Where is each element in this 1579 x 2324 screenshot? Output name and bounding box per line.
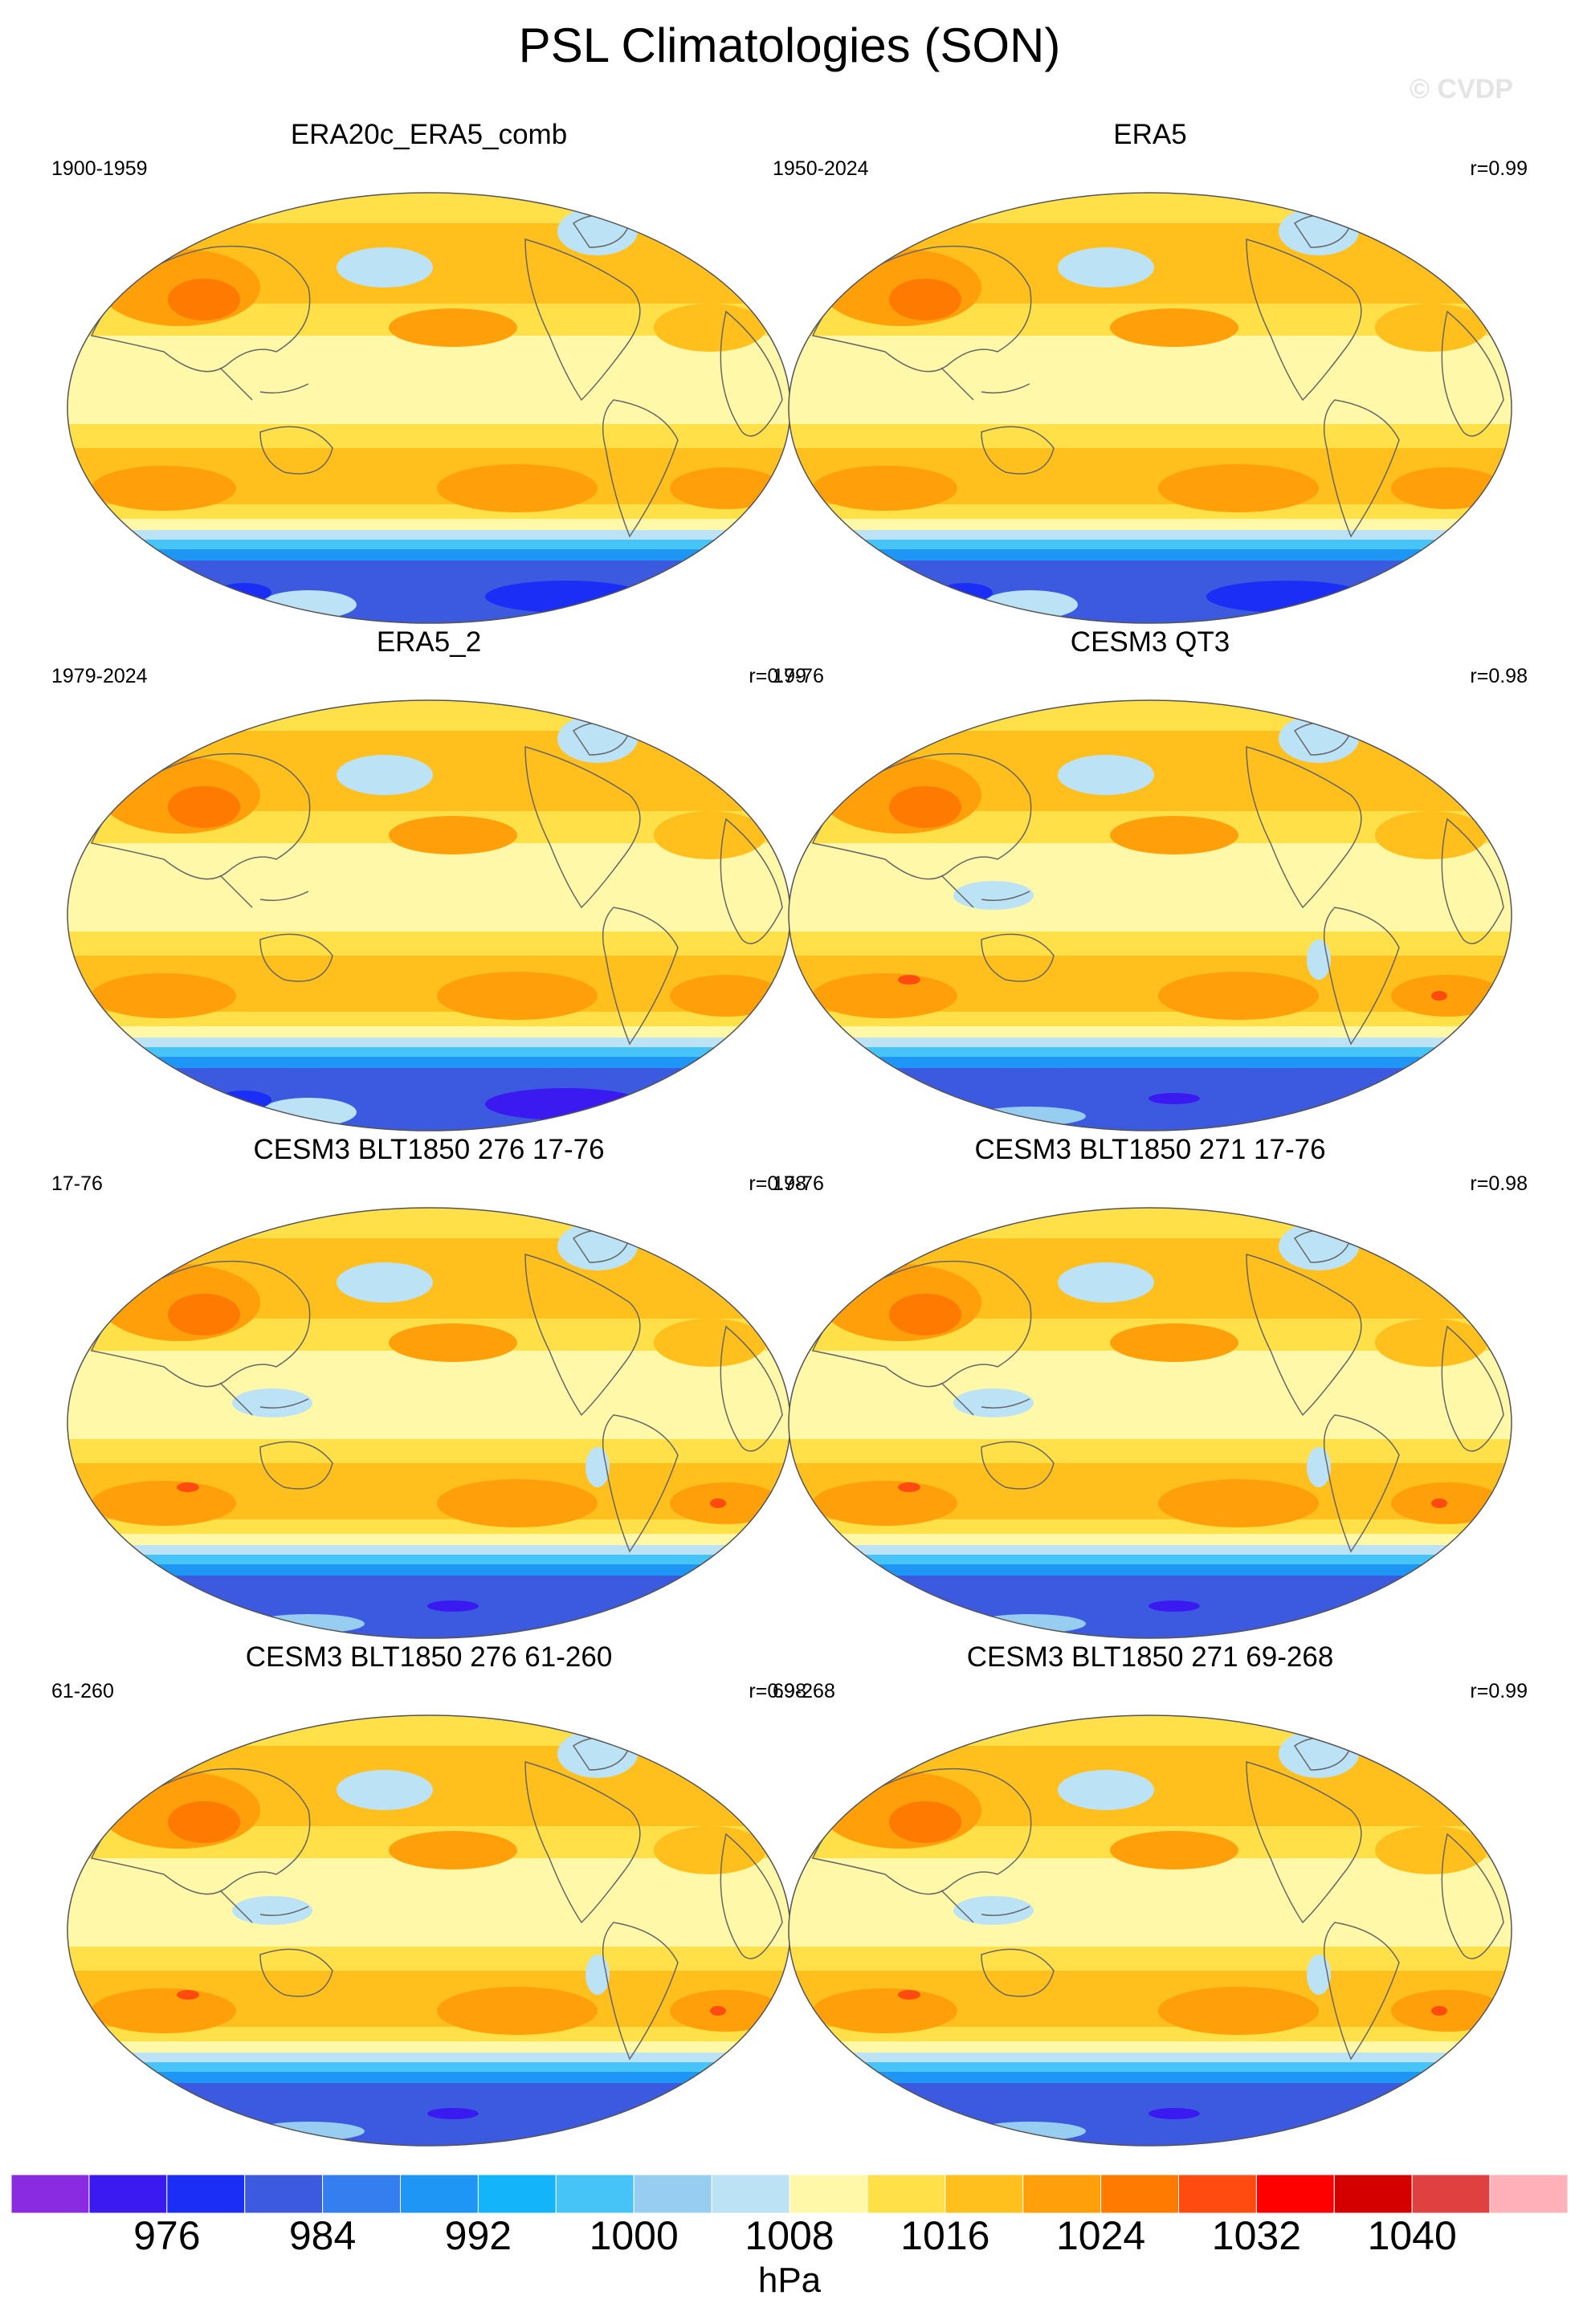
colorbar-segment bbox=[711, 2175, 790, 2213]
panel-title: ERA5 bbox=[1113, 119, 1187, 150]
colorbar-segment bbox=[1411, 2175, 1491, 2213]
panel-period: 17-76 bbox=[773, 665, 824, 687]
psl-map bbox=[67, 699, 791, 1131]
colorbar-segment bbox=[400, 2175, 479, 2213]
map-panel: CESM3 BLT1850 276 17-76 17-76 r=0.98 bbox=[51, 1134, 806, 1639]
colorbar-segment bbox=[633, 2175, 712, 2213]
panel-title: CESM3 BLT1850 271 17-76 bbox=[974, 1134, 1326, 1165]
colorbar-segment bbox=[88, 2175, 168, 2213]
panel-title: ERA20c_ERA5_comb bbox=[290, 119, 568, 150]
figure-title: PSL Climatologies (SON) bbox=[518, 18, 1061, 72]
psl-map bbox=[788, 699, 1512, 1131]
colorbar-tick-label: 1024 bbox=[1055, 2213, 1146, 2258]
map-panel: CESM3 BLT1850 271 17-76 17-76 r=0.98 bbox=[773, 1134, 1528, 1639]
colorbar-segment bbox=[166, 2175, 246, 2213]
colorbar-segment bbox=[244, 2175, 324, 2213]
psl-map bbox=[67, 192, 791, 624]
colorbar-segment bbox=[11, 2175, 90, 2213]
colorbar-tick-label: 1016 bbox=[900, 2213, 990, 2258]
map-panel: CESM3 QT3 17-76 r=0.98 bbox=[773, 626, 1528, 1131]
colorbar-segment bbox=[1489, 2175, 1568, 2213]
colorbar-tick-label: 976 bbox=[133, 2213, 201, 2258]
map-panel: ERA5_2 1979-2024 r=0.99 bbox=[51, 626, 806, 1131]
panel-title: CESM3 BLT1850 271 69-268 bbox=[966, 1641, 1334, 1673]
colorbar-tick-label: 1000 bbox=[589, 2213, 679, 2258]
panel-title: CESM3 BLT1850 276 17-76 bbox=[253, 1134, 605, 1165]
panel-correlation: r=0.98 bbox=[1470, 1172, 1528, 1195]
map-panel: CESM3 BLT1850 271 69-268 69-268 r=0.99 bbox=[773, 1641, 1528, 2147]
panel-correlation: r=0.99 bbox=[749, 665, 806, 687]
colorbar-segment bbox=[867, 2175, 946, 2213]
watermark: © CVDP bbox=[1410, 74, 1513, 104]
colorbar-segment bbox=[555, 2175, 634, 2213]
psl-map bbox=[67, 1207, 791, 1639]
panel-correlation: r=0.99 bbox=[1470, 157, 1528, 180]
colorbar-segment bbox=[789, 2175, 868, 2213]
panel-period: 69-268 bbox=[773, 1680, 835, 1702]
panel-correlation: r=0.98 bbox=[749, 1680, 806, 1702]
psl-map bbox=[67, 1714, 791, 2147]
colorbar-segment bbox=[1178, 2175, 1257, 2213]
colorbar-tick-label: 992 bbox=[444, 2213, 512, 2258]
map-panel: ERA5 1950-2024 r=0.99 bbox=[773, 119, 1528, 624]
colorbar-tick-label: 984 bbox=[288, 2213, 357, 2258]
colorbar-segment bbox=[945, 2175, 1024, 2213]
panel-period: 17-76 bbox=[51, 1172, 103, 1195]
map-panel: ERA20c_ERA5_comb 1900-1959 bbox=[51, 119, 806, 624]
panel-title: ERA5_2 bbox=[376, 626, 482, 658]
panel-correlation: r=0.98 bbox=[749, 1172, 806, 1195]
panel-correlation: r=0.99 bbox=[1470, 1680, 1528, 1702]
psl-map bbox=[788, 1207, 1512, 1639]
psl-map bbox=[788, 192, 1512, 624]
psl-map bbox=[788, 1714, 1512, 2147]
colorbar-segment bbox=[322, 2175, 402, 2213]
colorbar-tick-label: 1040 bbox=[1367, 2213, 1457, 2258]
panel-period: 1979-2024 bbox=[51, 665, 148, 687]
colorbar bbox=[11, 2175, 1568, 2213]
panel-period: 17-76 bbox=[773, 1172, 824, 1195]
panel-correlation: r=0.98 bbox=[1470, 665, 1528, 687]
panel-period: 61-260 bbox=[51, 1680, 114, 1702]
colorbar-units: hPa bbox=[757, 2261, 822, 2300]
map-panel: CESM3 BLT1850 276 61-260 61-260 r=0.98 bbox=[51, 1641, 806, 2147]
panel-period: 1900-1959 bbox=[51, 157, 148, 180]
colorbar-segment bbox=[1255, 2175, 1335, 2213]
panel-period: 1950-2024 bbox=[773, 157, 869, 180]
colorbar-segment bbox=[477, 2175, 557, 2213]
colorbar-tick-label: 1032 bbox=[1211, 2213, 1302, 2258]
colorbar-tick-label: 1008 bbox=[745, 2213, 834, 2258]
colorbar-segment bbox=[1333, 2175, 1413, 2213]
colorbar-segment bbox=[1022, 2175, 1102, 2213]
panel-title: CESM3 BLT1850 276 61-260 bbox=[245, 1641, 613, 1673]
colorbar-segment bbox=[1100, 2175, 1179, 2213]
panel-title: CESM3 QT3 bbox=[1070, 626, 1230, 658]
